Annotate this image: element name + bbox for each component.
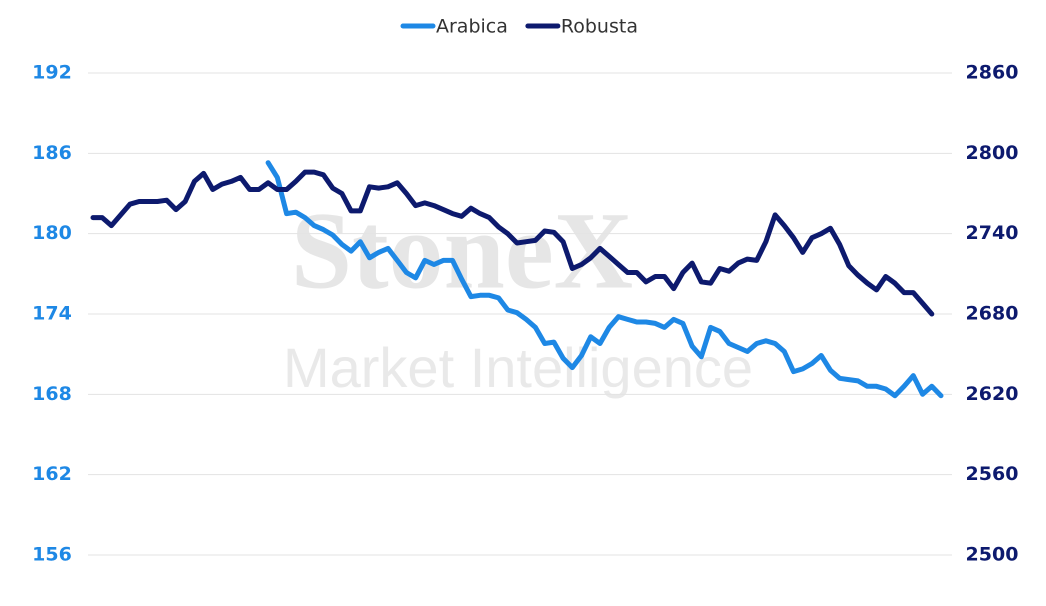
legend-label: Arabica xyxy=(436,16,508,38)
y2-tick-label: 2860 xyxy=(966,62,1019,84)
y-tick-label: 168 xyxy=(32,383,72,405)
y2-tick-label: 2680 xyxy=(966,303,1019,325)
y-tick-label: 192 xyxy=(32,62,72,84)
y-tick-label: 162 xyxy=(32,463,72,485)
legend-label: Robusta xyxy=(561,16,638,38)
y2-tick-label: 2740 xyxy=(966,222,1019,244)
y2-tick-label: 2500 xyxy=(966,544,1019,566)
watermark-subtitle: Market Intelligence xyxy=(283,336,753,399)
line-1 xyxy=(90,169,935,317)
y2-tick-label: 2800 xyxy=(966,142,1019,164)
watermark-brand: StoneX xyxy=(291,189,633,311)
y2-tick-label: 2620 xyxy=(966,383,1019,405)
y2-tick-label: 2560 xyxy=(966,463,1019,485)
y-tick-label: 186 xyxy=(32,142,72,164)
y-tick-label: 180 xyxy=(32,222,72,244)
y-tick-label: 156 xyxy=(32,544,72,566)
line-0 xyxy=(265,160,944,399)
y-tick-label: 174 xyxy=(32,303,72,325)
